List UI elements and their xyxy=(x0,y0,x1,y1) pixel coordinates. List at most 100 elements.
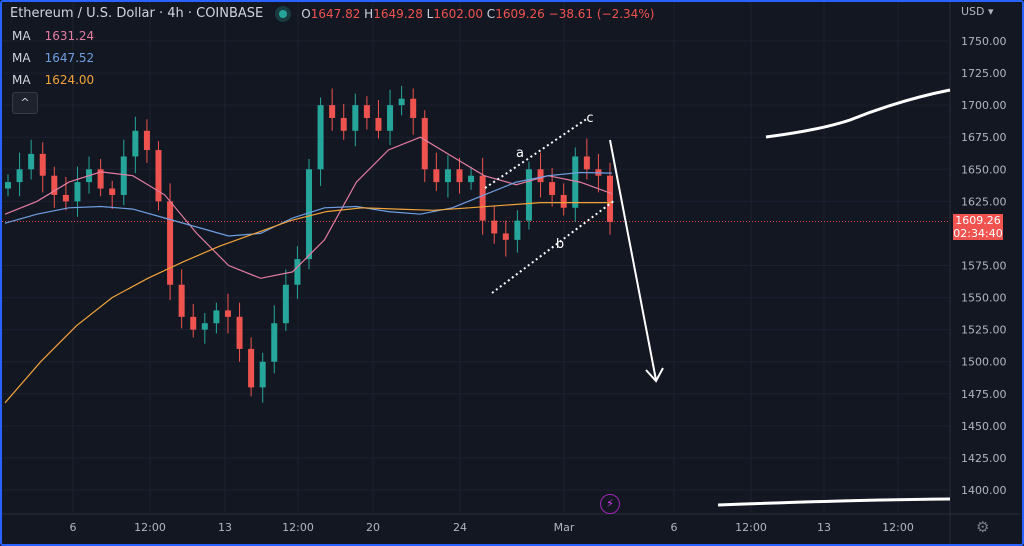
candle-body xyxy=(282,284,289,324)
candle-body xyxy=(97,169,104,189)
price-tick-label: 1475.00 xyxy=(961,388,1007,401)
candle-body xyxy=(132,130,139,157)
trend-curve-bottom xyxy=(717,497,951,507)
candle-body xyxy=(537,169,544,183)
gear-icon[interactable]: ⚙ xyxy=(976,518,990,536)
price-tick-label: 1575.00 xyxy=(961,260,1007,273)
price-tick-label: 1500.00 xyxy=(961,356,1007,369)
candle-body xyxy=(525,169,532,221)
candle-body xyxy=(398,98,405,106)
ma-indicator-1[interactable]: MA 1631.24 xyxy=(12,29,95,43)
candle-body xyxy=(444,169,451,183)
candle-body xyxy=(549,182,556,195)
price-tick-label: 1750.00 xyxy=(961,35,1007,48)
price-tick-label: 1425.00 xyxy=(961,452,1007,465)
time-tick-label: 12:00 xyxy=(882,521,914,534)
candle-body xyxy=(491,220,498,234)
price-tick-label: 1700.00 xyxy=(961,99,1007,112)
candle-body xyxy=(607,175,613,222)
last-price-tag: 1609.26 02:34:40 xyxy=(953,214,1003,240)
price-tick-label: 1400.00 xyxy=(961,484,1007,497)
currency-selector[interactable]: USD ▾ xyxy=(961,5,994,18)
candle-body xyxy=(248,348,255,388)
symbol-legend: Ethereum / U.S. Dollar · 4h · COINBASE O… xyxy=(10,6,654,21)
candle-body xyxy=(259,361,266,388)
time-tick-label: 12:00 xyxy=(735,521,767,534)
candle-body xyxy=(109,188,116,195)
lightning-icon[interactable]: ⚡ xyxy=(600,494,620,514)
candle-body xyxy=(178,284,185,317)
ohlc-values: O1647.82 H1649.28 L1602.00 C1609.26 −38.… xyxy=(301,6,655,21)
candle-body xyxy=(375,117,382,131)
moving-average-line-2 xyxy=(4,171,613,237)
candle-body xyxy=(340,117,347,131)
trend-curve-top xyxy=(765,88,951,139)
candle-body xyxy=(5,182,11,189)
ma-indicator-2[interactable]: MA 1647.52 xyxy=(12,51,95,65)
chevron-up-icon[interactable]: ^ xyxy=(12,92,38,114)
candle-body xyxy=(236,316,243,349)
candle-body xyxy=(143,130,150,151)
candle-body xyxy=(51,175,58,195)
channel-upper-line xyxy=(484,117,589,189)
candle-body xyxy=(224,310,231,317)
candle-body xyxy=(62,194,69,202)
time-tick-label: 13 xyxy=(817,521,831,534)
price-tick-label: 1525.00 xyxy=(961,324,1007,337)
price-tick-label: 1675.00 xyxy=(961,131,1007,144)
time-tick-label: 6 xyxy=(671,521,678,534)
candle-body xyxy=(317,105,324,170)
wave-label-c: c xyxy=(586,111,593,126)
time-tick-label: 12:00 xyxy=(134,521,166,534)
wave-label-a: a xyxy=(516,146,524,161)
channel-lower-line xyxy=(491,199,616,294)
price-tick-label: 1625.00 xyxy=(961,195,1007,208)
moving-average-line-3 xyxy=(4,202,612,404)
market-status-icon xyxy=(279,9,288,18)
candle-body xyxy=(271,323,278,362)
candle-body xyxy=(410,98,417,118)
price-tick-label: 1725.00 xyxy=(961,67,1007,80)
time-tick-label: 6 xyxy=(70,521,77,534)
price-tick-label: 1450.00 xyxy=(961,420,1007,433)
wave-label-b: b xyxy=(556,237,564,252)
price-tick-label: 1650.00 xyxy=(961,163,1007,176)
candle-body xyxy=(514,220,521,240)
candle-body xyxy=(28,153,35,170)
candle-body xyxy=(433,169,440,183)
candle-body xyxy=(329,105,336,118)
time-tick-label: 24 xyxy=(453,521,467,534)
candle-body xyxy=(201,323,208,330)
moving-average-line-1 xyxy=(4,136,613,279)
down-arrow-line xyxy=(609,139,657,381)
candle-body xyxy=(39,153,46,176)
candle-body xyxy=(213,310,220,324)
time-tick-label: 20 xyxy=(366,521,380,534)
time-tick-label: Mar xyxy=(554,521,575,534)
candle-body xyxy=(387,105,394,131)
candle-body xyxy=(294,259,301,285)
candle-body xyxy=(468,175,475,183)
candle-body xyxy=(16,169,23,183)
candle-body xyxy=(421,117,428,170)
time-tick-label: 12:00 xyxy=(282,521,314,534)
candle-body xyxy=(155,150,162,202)
down-arrow-head xyxy=(645,367,664,383)
candle-body xyxy=(479,175,486,221)
candle-body xyxy=(306,169,312,260)
candle-body xyxy=(502,233,509,240)
candle-body xyxy=(363,105,370,118)
candle-body xyxy=(190,316,197,330)
candle-body xyxy=(120,156,127,195)
candle-body xyxy=(74,182,81,202)
price-tick-label: 1550.00 xyxy=(961,292,1007,305)
candle-body xyxy=(583,156,590,170)
time-tick-label: 13 xyxy=(218,521,232,534)
candle-body xyxy=(572,156,579,208)
candle-body xyxy=(456,169,463,183)
candle-body xyxy=(167,201,174,285)
ma-indicator-3[interactable]: MA 1624.00 xyxy=(12,73,95,87)
candle-body xyxy=(560,194,567,208)
symbol-title[interactable]: Ethereum / U.S. Dollar · 4h · COINBASE xyxy=(10,6,264,21)
